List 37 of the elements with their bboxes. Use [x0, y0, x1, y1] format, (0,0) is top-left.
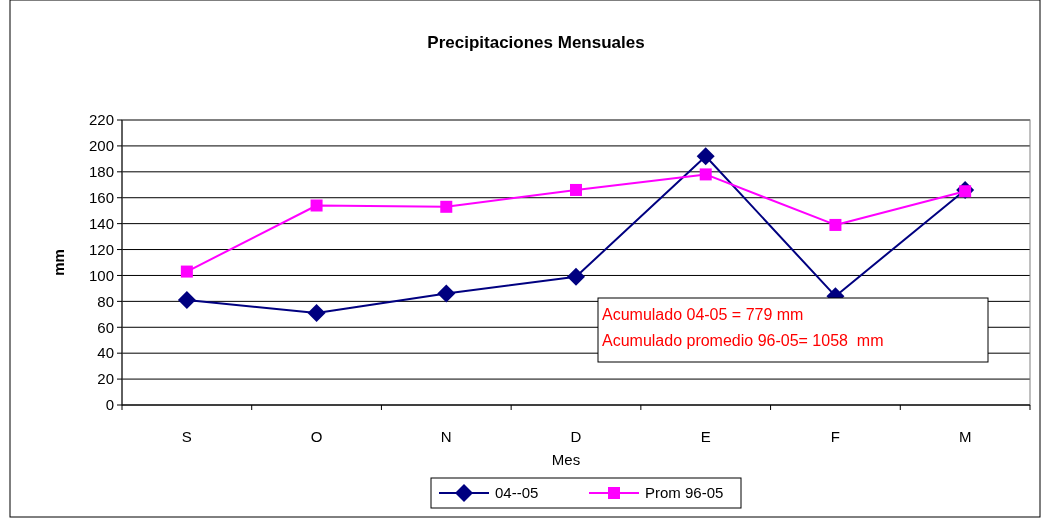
point: [180, 265, 193, 278]
x-tick-label: E: [700, 428, 711, 445]
x-tick-label: D: [570, 428, 582, 445]
y-axis-title: mm: [50, 249, 67, 276]
x-tick-label: N: [440, 428, 452, 445]
y-tick-label: 100: [88, 266, 114, 284]
y-tick-label: 200: [88, 137, 114, 155]
y-tick-label: 120: [88, 240, 114, 258]
annotation: Acumulado promedio 96-05= 1058 mm: [602, 332, 884, 349]
y-tick-label: 0: [105, 396, 114, 414]
x-tick-label: O: [310, 428, 323, 445]
point: [699, 168, 712, 181]
point: [440, 200, 453, 213]
point: [307, 304, 326, 323]
y-tick-label: 140: [88, 214, 114, 232]
point: [310, 199, 323, 212]
legend-label: Prom 96-05: [645, 484, 724, 502]
point: [570, 183, 582, 196]
y-tick-label: 60: [97, 318, 114, 336]
y-tick-label: 220: [88, 111, 114, 129]
x-axis-title: Mes: [551, 451, 581, 468]
y-tick-label: 80: [97, 292, 114, 310]
point: [696, 147, 715, 166]
annotation: Acumulado 04-05 = 779 mm: [602, 306, 804, 323]
point: [177, 291, 196, 310]
legend-label: 04--05: [495, 484, 539, 502]
x-tick-label: S: [181, 428, 192, 445]
y-tick-label: 40: [97, 344, 114, 362]
point: [567, 267, 585, 286]
chart-title: Precipitaciones Mensuales: [427, 33, 645, 52]
x-tick-label: F: [830, 428, 841, 445]
y-tick-label: 180: [88, 163, 114, 181]
x-tick-label: M: [958, 428, 972, 445]
point: [829, 218, 842, 231]
y-tick-label: 20: [97, 370, 114, 388]
point: [437, 284, 456, 303]
y-tick-label: 160: [88, 188, 114, 206]
